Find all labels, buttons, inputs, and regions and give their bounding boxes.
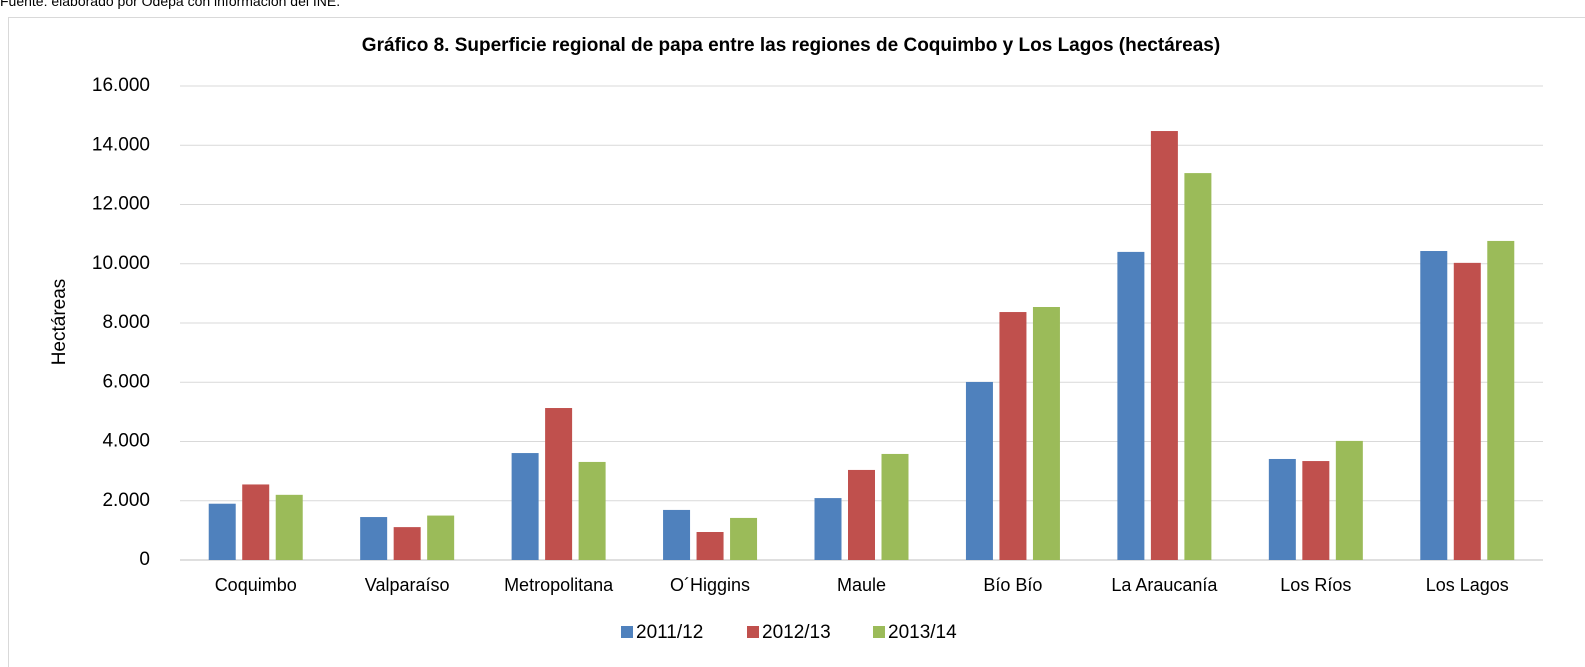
bar: [1302, 461, 1330, 560]
y-tick-label: 10.000: [92, 253, 150, 274]
legend-swatch: [747, 626, 759, 638]
y-tick-label: 2.000: [102, 490, 150, 511]
bar: [511, 453, 539, 560]
x-tick-label: Metropolitana: [504, 575, 614, 595]
x-tick-label: Coquimbo: [215, 575, 297, 595]
bar: [1268, 458, 1296, 560]
legend-swatch: [873, 626, 885, 638]
bar: [1420, 251, 1448, 561]
legend-label: 2012/13: [762, 622, 831, 643]
y-tick-label: 6.000: [102, 371, 150, 392]
bar: [393, 527, 421, 560]
y-tick-label: 8.000: [102, 312, 150, 333]
bar: [881, 453, 909, 560]
bar: [427, 515, 455, 560]
y-tick-label: 14.000: [92, 134, 150, 155]
legend-swatch: [621, 626, 633, 638]
bar: [545, 408, 573, 560]
bar: [242, 484, 270, 560]
x-tick-label: La Araucanía: [1111, 575, 1218, 595]
y-tick-label: 12.000: [92, 194, 150, 215]
x-tick-label: Los Lagos: [1426, 575, 1509, 595]
bar: [275, 494, 303, 560]
bar: [965, 381, 993, 560]
legend-label: 2011/12: [636, 622, 703, 643]
bar: [208, 503, 236, 560]
bar: [1335, 440, 1363, 560]
bar: [848, 469, 875, 560]
bar: [999, 312, 1027, 560]
bar: [1184, 173, 1212, 560]
bar: [1453, 262, 1481, 560]
y-tick-label: 16.000: [92, 75, 150, 96]
bar: [360, 517, 388, 560]
bar: [730, 517, 758, 560]
bar: [696, 532, 724, 560]
y-tick-label: 0: [139, 549, 150, 570]
bar: [578, 461, 606, 560]
bar: [1487, 240, 1515, 560]
bar: [1117, 251, 1145, 560]
x-tick-label: Valparaíso: [365, 575, 450, 595]
x-tick-label: Los Ríos: [1280, 575, 1351, 595]
bar: [1032, 307, 1060, 560]
y-axis-label: Hectáreas: [49, 279, 70, 366]
x-tick-label: O´Higgins: [670, 575, 750, 595]
y-tick-label: 4.000: [102, 431, 150, 452]
x-tick-label: Bío Bío: [983, 575, 1042, 595]
chart-border: [8, 17, 1585, 667]
bar: [814, 498, 842, 560]
legend-label: 2013/14: [888, 622, 957, 643]
chart-title: Gráfico 8. Superficie regional de papa e…: [362, 35, 1220, 56]
bar: [663, 509, 691, 560]
bar: [1150, 131, 1178, 560]
source-note: Fuente: elaborado por Odepa con informac…: [0, 0, 341, 9]
x-tick-label: Maule: [837, 575, 886, 595]
